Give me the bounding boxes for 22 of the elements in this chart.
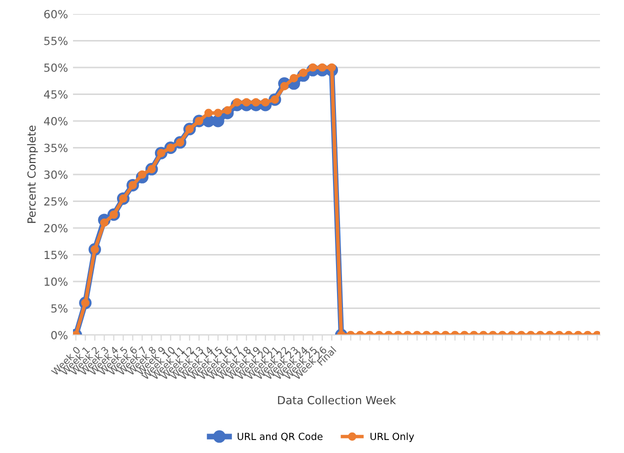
y-tick-label: 5% [51, 304, 68, 313]
x-axis-title: Data Collection Week [278, 396, 396, 404]
legend-label: URL Only [370, 432, 414, 442]
point [212, 114, 224, 128]
legend-label: URL and QR Code [238, 432, 323, 442]
y-tick-label: 50% [44, 63, 68, 72]
y-tick-label: 0% [51, 330, 68, 340]
y-tick-label: 35% [44, 144, 68, 152]
y-tick-label: 15% [44, 250, 68, 260]
y-tick-label: 60% [44, 10, 68, 18]
y-tick-label: 55% [44, 36, 68, 46]
y-tick-label: 30% [44, 170, 68, 179]
y-tick-label: 45% [44, 90, 68, 99]
point [290, 74, 298, 82]
y-tick-label: 20% [44, 224, 68, 232]
y-tick-label: 10% [44, 277, 68, 286]
y-axis-title: Percent Complete [27, 126, 38, 223]
point [204, 108, 213, 118]
y-tick-label: 40% [44, 116, 68, 126]
y-tick-label: 25% [44, 197, 68, 206]
point [214, 108, 222, 118]
point [328, 63, 336, 72]
